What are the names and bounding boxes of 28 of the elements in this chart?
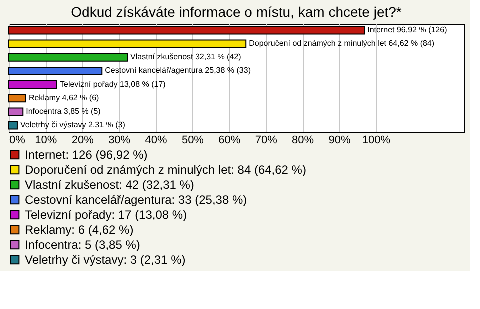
data-label: Internet 96,92 % (126) bbox=[368, 25, 448, 34]
x-tick-label: 90% bbox=[328, 134, 351, 146]
x-tick-label: 40% bbox=[145, 134, 168, 146]
data-label: Doporučení od známých z minulých let 64,62 % (84) bbox=[249, 39, 435, 48]
x-tick-label: 0% bbox=[10, 134, 26, 146]
x-tick-label: 20% bbox=[72, 134, 94, 146]
data-label: Vlastní zkušenost 32,31 % (42) bbox=[130, 52, 242, 62]
legend-label: Doporučení od známých z minulých let: 84 (64,62 %) bbox=[25, 163, 306, 177]
x-tick-label: 10% bbox=[35, 134, 58, 146]
x-tick-label: 60% bbox=[218, 134, 241, 146]
legend-label: Infocentra: 5 (3,85 %) bbox=[25, 238, 140, 252]
legend-label: Televizní pořady: 17 (13,08 %) bbox=[25, 208, 188, 222]
legend-label: Veletrhy či výstavy: 3 (2,31 %) bbox=[25, 253, 186, 267]
x-tick-label: 70% bbox=[255, 134, 278, 146]
data-label: Veletrhy či výstavy 2,31 % (3) bbox=[20, 120, 126, 130]
data-label: Televizní pořady 13,08 % (17) bbox=[60, 80, 166, 89]
legend-label: Reklamy: 6 (4,62 %) bbox=[25, 223, 134, 237]
x-tick-label: 80% bbox=[292, 134, 314, 146]
legend-label: Internet: 126 (96,92 %) bbox=[25, 148, 148, 162]
chart-title: Odkud získáváte informace o místu, kam chcete jet?* bbox=[71, 4, 402, 20]
x-tick-label: 50% bbox=[182, 134, 204, 146]
x-tick-label: 100% bbox=[362, 134, 391, 146]
legend-label: Vlastní zkušenost: 42 (32,31 %) bbox=[25, 178, 194, 192]
legend-label: Cestovní kancelář/agentura: 33 (25,38 %) bbox=[25, 193, 248, 207]
data-label: Infocentra 3,85 % (5) bbox=[26, 106, 102, 116]
data-label: Cestovní kancelář/agentura 25,38 % (33) bbox=[105, 66, 252, 76]
data-label: Reklamy 4,62 % (6) bbox=[28, 93, 100, 102]
x-tick-label: 30% bbox=[108, 134, 131, 146]
